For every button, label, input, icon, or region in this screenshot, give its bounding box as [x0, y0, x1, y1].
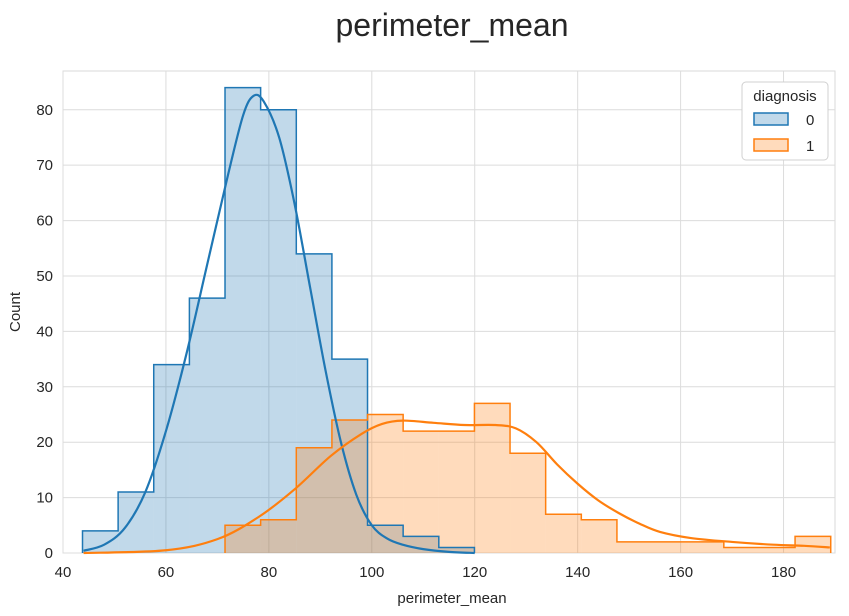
x-tick-label: 80 — [261, 564, 278, 581]
legend-swatch-1 — [753, 138, 789, 152]
bar-series-1 — [688, 541, 724, 553]
legend-box — [741, 81, 829, 161]
bar-series-0 — [260, 109, 297, 553]
bar-series-1 — [260, 519, 297, 553]
bar-series-1 — [296, 447, 332, 553]
kde-curves — [83, 93, 830, 555]
histogram-bars — [81, 86, 832, 554]
bar-series-0 — [118, 492, 154, 553]
x-tick-label: 160 — [668, 564, 693, 581]
x-tick-label: 180 — [771, 564, 796, 581]
bar-series-0 — [367, 525, 404, 553]
x-tick-label: 120 — [462, 564, 487, 581]
y-tick-label: 30 — [36, 379, 53, 396]
legend-title: diagnosis — [753, 88, 816, 105]
y-axis-label: Count — [7, 291, 24, 332]
bar-series-1 — [616, 541, 653, 553]
y-tick-label: 70 — [36, 157, 53, 174]
y-tick-label: 50 — [36, 268, 53, 285]
bar-series-0 — [189, 298, 226, 553]
step-outline-series-0 — [81, 86, 476, 553]
x-axis-label: perimeter_mean — [397, 590, 506, 607]
bar-series-0 — [225, 87, 261, 553]
bar-series-1 — [581, 519, 617, 553]
bar-series-1 — [403, 431, 439, 553]
chart-title: perimeter_mean — [336, 7, 569, 43]
y-tick-labels: 0 10 20 30 40 50 60 70 80 — [36, 102, 53, 562]
bar-series-1 — [795, 536, 831, 553]
y-tick-label: 20 — [36, 434, 53, 451]
bar-series-1 — [759, 547, 796, 553]
kde-curve-series-1 — [83, 419, 830, 555]
bar-series-1 — [545, 514, 582, 553]
bar-series-1 — [510, 453, 546, 553]
legend-swatch-0 — [753, 112, 789, 126]
y-tick-label: 60 — [36, 213, 53, 230]
bar-series-0 — [438, 547, 475, 553]
legend-label-0: 0 — [806, 112, 814, 129]
plot-area — [62, 70, 836, 554]
y-tick-label: 10 — [36, 490, 53, 507]
x-tick-labels: 40 60 80 100 120 140 160 180 — [55, 564, 796, 581]
bar-series-0 — [403, 536, 439, 553]
bar-series-1 — [225, 525, 261, 553]
kde-curve-series-0 — [83, 93, 475, 555]
step-outline-series-1 — [224, 402, 832, 553]
y-tick-label: 0 — [45, 545, 53, 562]
x-tick-label: 40 — [55, 564, 72, 581]
bar-series-1 — [367, 414, 404, 553]
bar-series-1 — [331, 420, 368, 553]
y-tick-label: 40 — [36, 323, 53, 340]
x-tick-label: 140 — [565, 564, 590, 581]
bar-series-0 — [331, 359, 368, 553]
bar-series-0 — [153, 364, 190, 553]
x-tick-label: 60 — [158, 564, 175, 581]
bar-series-1 — [723, 547, 760, 553]
y-tick-label: 80 — [36, 102, 53, 119]
bar-series-1 — [474, 403, 511, 553]
x-tick-label: 100 — [359, 564, 384, 581]
bar-series-1 — [652, 541, 689, 553]
legend: diagnosis 0 1 — [741, 81, 829, 161]
bar-series-1 — [438, 431, 475, 553]
legend-label-1: 1 — [806, 138, 814, 155]
bar-series-0 — [82, 530, 119, 553]
